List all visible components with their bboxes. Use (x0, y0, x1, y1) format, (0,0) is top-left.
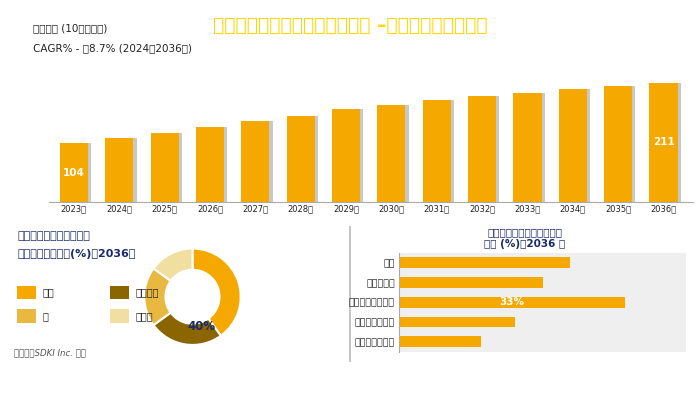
Bar (471, 97, 499, 202)
Bar (399, 257, 570, 268)
Bar (604, 85, 632, 202)
Text: 薬: 薬 (43, 311, 49, 321)
Text: CAGR% - 約8.7% (2024－2036年): CAGR% - 約8.7% (2024－2036年) (33, 43, 192, 54)
Wedge shape (153, 249, 193, 281)
Bar (608, 85, 636, 202)
Bar (399, 297, 624, 308)
Bar (650, 83, 678, 202)
Bar (108, 138, 136, 202)
Bar (381, 105, 409, 202)
Bar (150, 133, 178, 202)
Bar (241, 121, 270, 202)
Bar (335, 110, 363, 202)
Bar (18, 309, 36, 323)
Bar (154, 133, 182, 202)
Bar (562, 89, 590, 202)
Bar (426, 100, 454, 202)
Bar (332, 110, 360, 202)
Bar (517, 93, 545, 202)
Bar (652, 83, 681, 202)
Text: 発酵産業: 発酵産業 (136, 288, 159, 297)
Bar (513, 93, 542, 202)
Text: 40%: 40% (187, 320, 215, 333)
Text: 104: 104 (63, 167, 85, 178)
Bar (399, 336, 481, 347)
Bar (18, 286, 36, 299)
Wedge shape (144, 268, 171, 325)
Bar (290, 115, 318, 202)
Bar (286, 115, 315, 202)
Bar (199, 127, 228, 202)
Bar (60, 143, 88, 202)
Bar (559, 89, 587, 202)
Text: ソース：SDKI Inc. 分析: ソース：SDKI Inc. 分析 (14, 348, 86, 357)
Wedge shape (153, 312, 220, 345)
Text: その他: その他 (136, 311, 153, 321)
Text: 酸変換グルコースシロップ市場 –レポートの調査結果: 酸変換グルコースシロップ市場 –レポートの調査結果 (213, 16, 487, 35)
Text: 市場収益 (10億米ドル): 市場収益 (10億米ドル) (33, 23, 107, 33)
Bar (110, 286, 129, 299)
Bar (196, 127, 224, 202)
Bar (110, 309, 129, 323)
Wedge shape (193, 249, 241, 336)
Text: 食品: 食品 (43, 288, 55, 297)
Bar (399, 316, 515, 327)
Bar (468, 97, 496, 202)
Text: 211: 211 (652, 138, 674, 147)
Text: 地域セグメンテーションの
概要 (%)、2036 年: 地域セグメンテーションの 概要 (%)、2036 年 (484, 227, 566, 249)
Bar (63, 143, 91, 202)
Text: 33%: 33% (499, 297, 524, 307)
Text: 市場セグメンテーション: 市場セグメンテーション (18, 231, 90, 241)
Bar (244, 121, 272, 202)
Bar (105, 138, 134, 202)
Text: エンドユーザー別(%)、2036年: エンドユーザー別(%)、2036年 (18, 249, 136, 259)
Text: www.sdki.jp | +81-505-050-9337 | info@sdki.jp: www.sdki.jp | +81-505-050-9337 | info@sd… (227, 373, 473, 383)
Bar (423, 100, 451, 202)
Bar (377, 105, 405, 202)
Bar (399, 277, 542, 288)
